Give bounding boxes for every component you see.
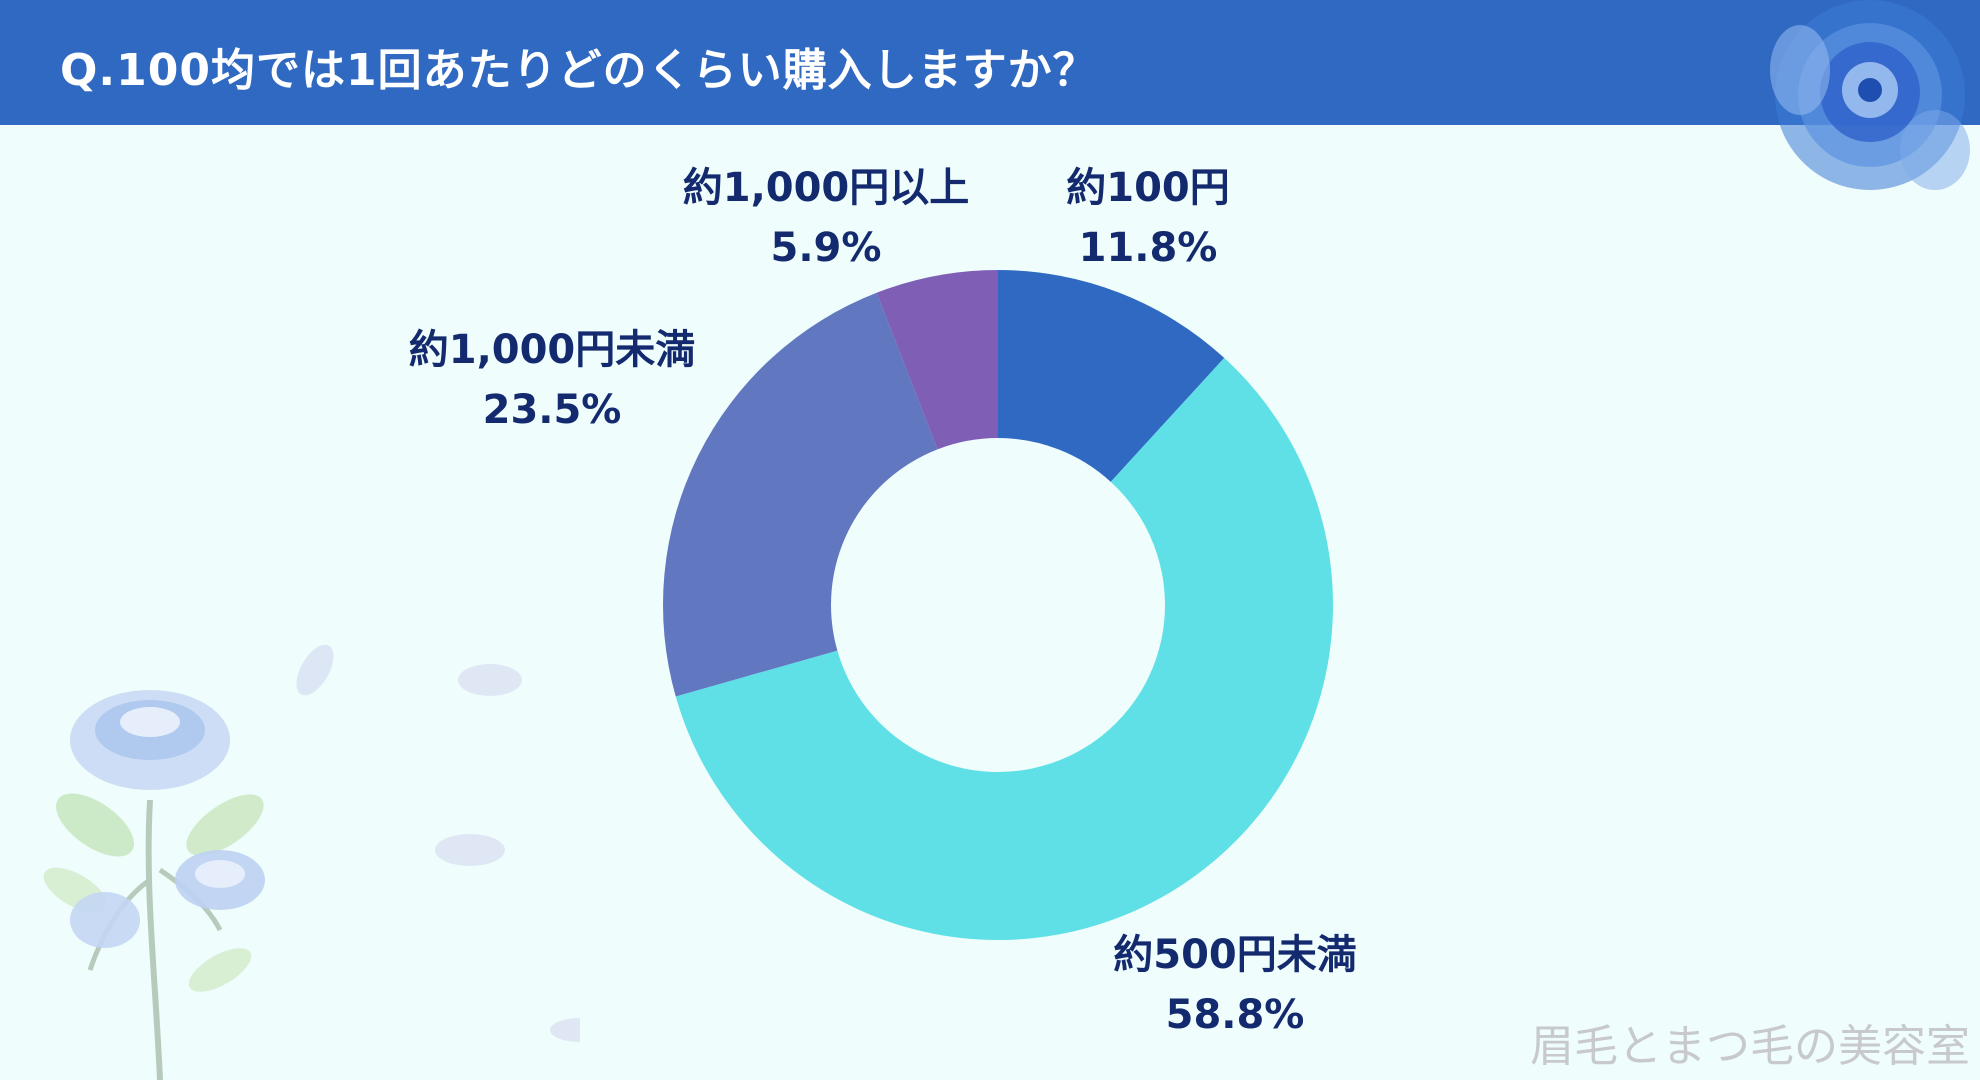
slice-data-label: 約1,000円以上 5.9% <box>683 158 970 278</box>
slice-data-label: 約500円未満 58.8% <box>1113 925 1357 1045</box>
donut-slice <box>998 270 1225 482</box>
slice-percent-label: 5.9% <box>770 225 882 271</box>
chart-title: Q.100均では1回あたりどのくらい購入しますか？ <box>60 45 1098 96</box>
slice-category-label: 約1,000円以上 <box>682 165 970 211</box>
donut-slice <box>662 292 938 697</box>
rose-decoration-bottom-left <box>43 644 580 1080</box>
donut-slice <box>675 357 1333 940</box>
slice-data-label: 約1,000円未満 23.5% <box>409 320 696 440</box>
slice-category-label: 約500円未満 <box>1113 932 1357 978</box>
title-banner <box>0 0 1980 125</box>
slice-category-label: 約100円 <box>1066 165 1230 211</box>
rose-decoration-top-right <box>1770 0 1970 190</box>
slice-percent-label: 58.8% <box>1165 992 1305 1038</box>
slice-data-label: 約100円 11.8% <box>1066 158 1230 278</box>
watermark-text: 眉毛とまつ毛の美容室 <box>1530 1021 1970 1072</box>
slice-percent-label: 23.5% <box>482 387 622 433</box>
donut-slice <box>876 270 998 450</box>
slice-category-label: 約1,000円未満 <box>408 327 696 373</box>
slice-percent-label: 11.8% <box>1078 225 1218 271</box>
